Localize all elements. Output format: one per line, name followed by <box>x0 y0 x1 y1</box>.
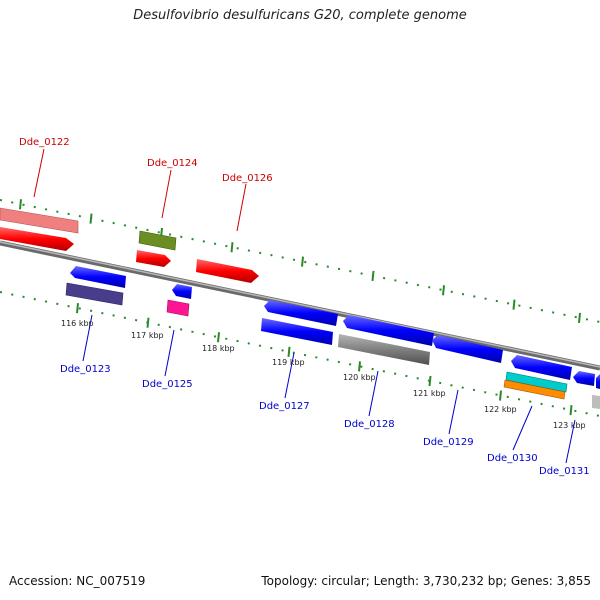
tick-label-118: 118 kbp <box>202 344 235 353</box>
tick-mark-bottom <box>76 303 79 314</box>
accession-text: Accession: NC_007519 <box>9 574 146 588</box>
tick-label-119: 119 kbp <box>272 358 305 367</box>
page-title: Desulfovibrio desulfuricans G20, complet… <box>133 8 467 23</box>
gene-gray-bar <box>338 334 430 365</box>
gene-label-dde-0123: Dde_0123 <box>60 364 111 375</box>
tick-marks <box>19 199 581 416</box>
genome-backbone <box>0 240 600 371</box>
gene-blue-arrow-0128a <box>343 315 434 346</box>
gene-dde-0122-bar <box>0 207 79 234</box>
tick-mark-top <box>230 242 234 253</box>
gene-label-dde-0128: Dde_0128 <box>344 419 395 430</box>
gene-navy-bar <box>65 282 124 306</box>
tick-label-123: 123 kbp <box>553 421 586 430</box>
gene-labels: Dde_0122 Dde_0124 Dde_0126 Dde_0123 Dde_… <box>19 137 590 477</box>
label-leaders-top <box>33 148 247 232</box>
tick-mark-bottom <box>358 361 361 372</box>
tick-mark-top <box>371 270 375 282</box>
gene-blue-arrow-0130 <box>511 355 572 380</box>
tick-mark-top <box>19 199 22 210</box>
tick-mark-bottom <box>569 405 573 416</box>
gene-blue-edge <box>596 374 600 389</box>
gene-olive-bar <box>138 230 177 251</box>
tick-mark-top <box>89 213 93 224</box>
gene-label-dde-0129: Dde_0129 <box>423 437 474 448</box>
gene-orange-bar <box>503 379 566 400</box>
tick-mark-bottom <box>146 317 150 328</box>
gene-gray-edge <box>592 395 600 409</box>
gene-blue-arrow-0123 <box>70 266 126 288</box>
tick-mark-top <box>301 256 304 267</box>
gene-label-dde-0130: Dde_0130 <box>487 453 538 464</box>
tick-mark-top <box>442 285 445 296</box>
gene-label-dde-0125: Dde_0125 <box>142 379 193 390</box>
gene-label-dde-0124: Dde_0124 <box>147 158 198 169</box>
gene-label-dde-0127: Dde_0127 <box>259 401 310 412</box>
tick-mark-bottom <box>287 346 291 357</box>
tick-mark-bottom <box>499 390 502 401</box>
gene-blue-bar-0127b <box>261 318 333 345</box>
tick-mark-top <box>512 299 516 310</box>
tick-mark-top <box>578 312 581 324</box>
gene-label-dde-0126: Dde_0126 <box>222 173 273 184</box>
tick-labels: 116 kbp 117 kbp 118 kbp 119 kbp 120 kbp … <box>61 319 586 430</box>
gene-magenta-bar <box>166 299 190 317</box>
label-leaders-bottom <box>82 314 576 464</box>
gene-blue-arrow-0129 <box>432 335 503 363</box>
tick-label-117: 117 kbp <box>131 331 164 340</box>
topology-text: Topology: circular; Length: 3,730,232 bp… <box>261 574 591 588</box>
gene-red-arrow-3 <box>196 259 259 283</box>
gene-blue-arrow-0127a <box>264 300 338 326</box>
tick-mark-bottom <box>428 375 432 387</box>
gene-red-arrow-2 <box>136 250 171 267</box>
gene-blue-arrow-0131 <box>573 371 595 386</box>
gene-cyan-bar <box>505 371 568 393</box>
gene-red-arrow-1 <box>0 227 74 251</box>
tick-mark-bottom <box>217 332 220 343</box>
tick-label-120: 120 kbp <box>343 373 376 382</box>
tick-label-122: 122 kbp <box>484 405 517 414</box>
gene-features <box>0 207 600 409</box>
gene-label-dde-0122: Dde_0122 <box>19 137 70 148</box>
gene-label-dde-0131: Dde_0131 <box>539 466 590 477</box>
tick-label-121: 121 kbp <box>413 389 446 398</box>
tick-label-116: 116 kbp <box>61 319 94 328</box>
gene-blue-arrow-small <box>172 284 192 299</box>
